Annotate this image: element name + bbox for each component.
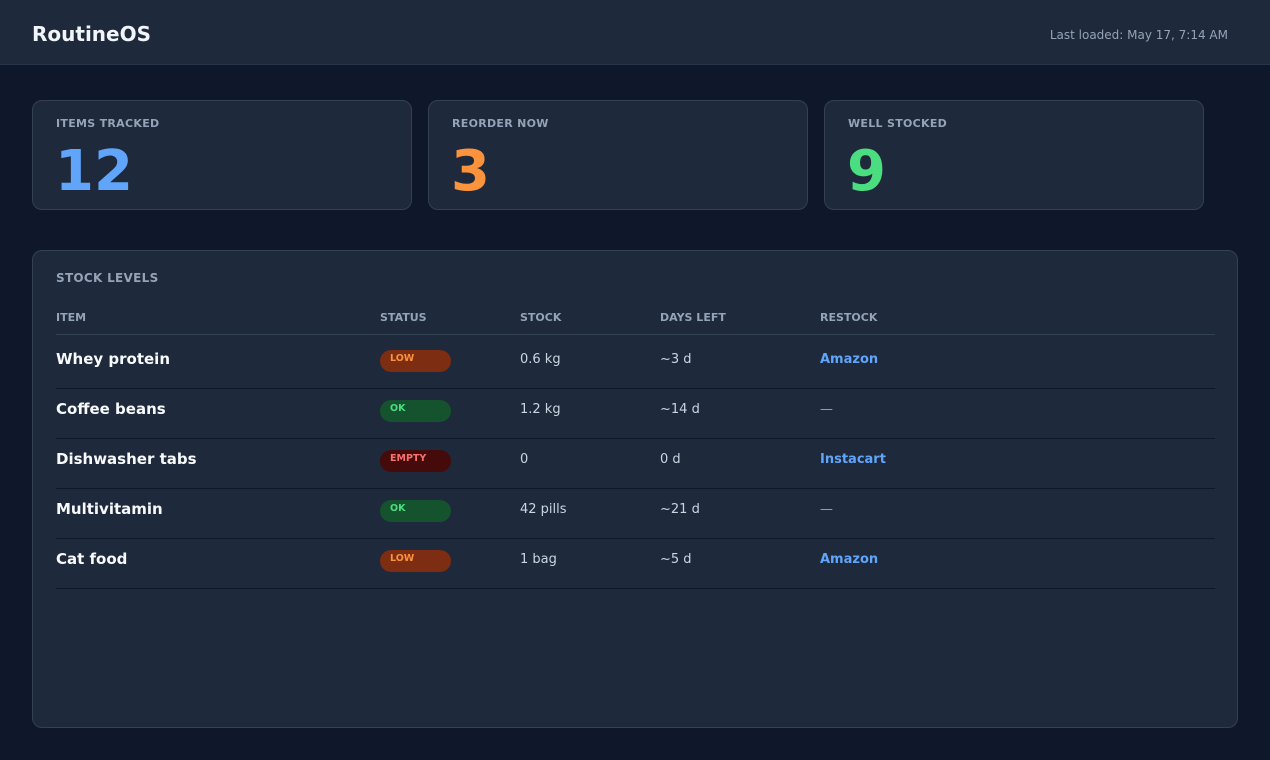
restock-none: — [820,502,833,517]
stat-label: ITEMS TRACKED [56,117,160,130]
header: RoutineOS Last loaded: May 17, 7:14 AM [0,0,1270,65]
last-loaded: Last loaded: May 17, 7:14 AM [1049,28,1228,42]
row-divider [56,588,1215,589]
days-left: 0 d [660,452,681,467]
status-badge: LOW [380,550,451,572]
header-divider [56,334,1215,335]
item-name: Dishwasher tabs [56,450,197,468]
stat-value: 9 [847,139,886,204]
panel-title: STOCK LEVELS [56,271,159,285]
column-header: STATUS [380,311,427,324]
row-divider [56,438,1215,439]
restock-link[interactable]: Amazon [820,552,879,567]
days-left: ~21 d [660,502,700,517]
restock-none: — [820,402,833,417]
restock-link[interactable]: Instacart [820,452,886,467]
stat-card: ITEMS TRACKED 12 [32,100,412,210]
status-badge: OK [380,400,451,422]
stock-amount: 1.2 kg [520,402,561,417]
stat-value: 3 [451,139,490,204]
row-divider [56,538,1215,539]
stock-amount: 1 bag [520,552,557,567]
stat-label: WELL STOCKED [848,117,948,130]
item-name: Cat food [56,550,128,568]
stat-card: WELL STOCKED 9 [824,100,1204,210]
item-name: Multivitamin [56,500,163,518]
days-left: ~3 d [660,352,692,367]
column-header: RESTOCK [820,311,878,324]
status-badge: EMPTY [380,450,451,472]
column-header: DAYS LEFT [660,311,726,324]
row-divider [56,488,1215,489]
days-left: ~14 d [660,402,700,417]
restock-link[interactable]: Amazon [820,352,879,367]
app-title: RoutineOS [32,22,152,46]
status-badge: OK [380,500,451,522]
item-name: Coffee beans [56,400,166,418]
column-header: ITEM [56,311,87,324]
item-name: Whey protein [56,350,171,368]
stock-amount: 42 pills [520,502,567,517]
stat-value: 12 [55,139,133,204]
stat-card: REORDER NOW 3 [428,100,808,210]
days-left: ~5 d [660,552,692,567]
stat-label: REORDER NOW [452,117,549,130]
status-badge: LOW [380,350,451,372]
stock-amount: 0 [520,452,529,467]
stock-amount: 0.6 kg [520,352,561,367]
stock-panel: STOCK LEVELS ITEM STATUS STOCK DAYS LEFT RES… [32,250,1238,728]
row-divider [56,388,1215,389]
column-header: STOCK [520,311,562,324]
